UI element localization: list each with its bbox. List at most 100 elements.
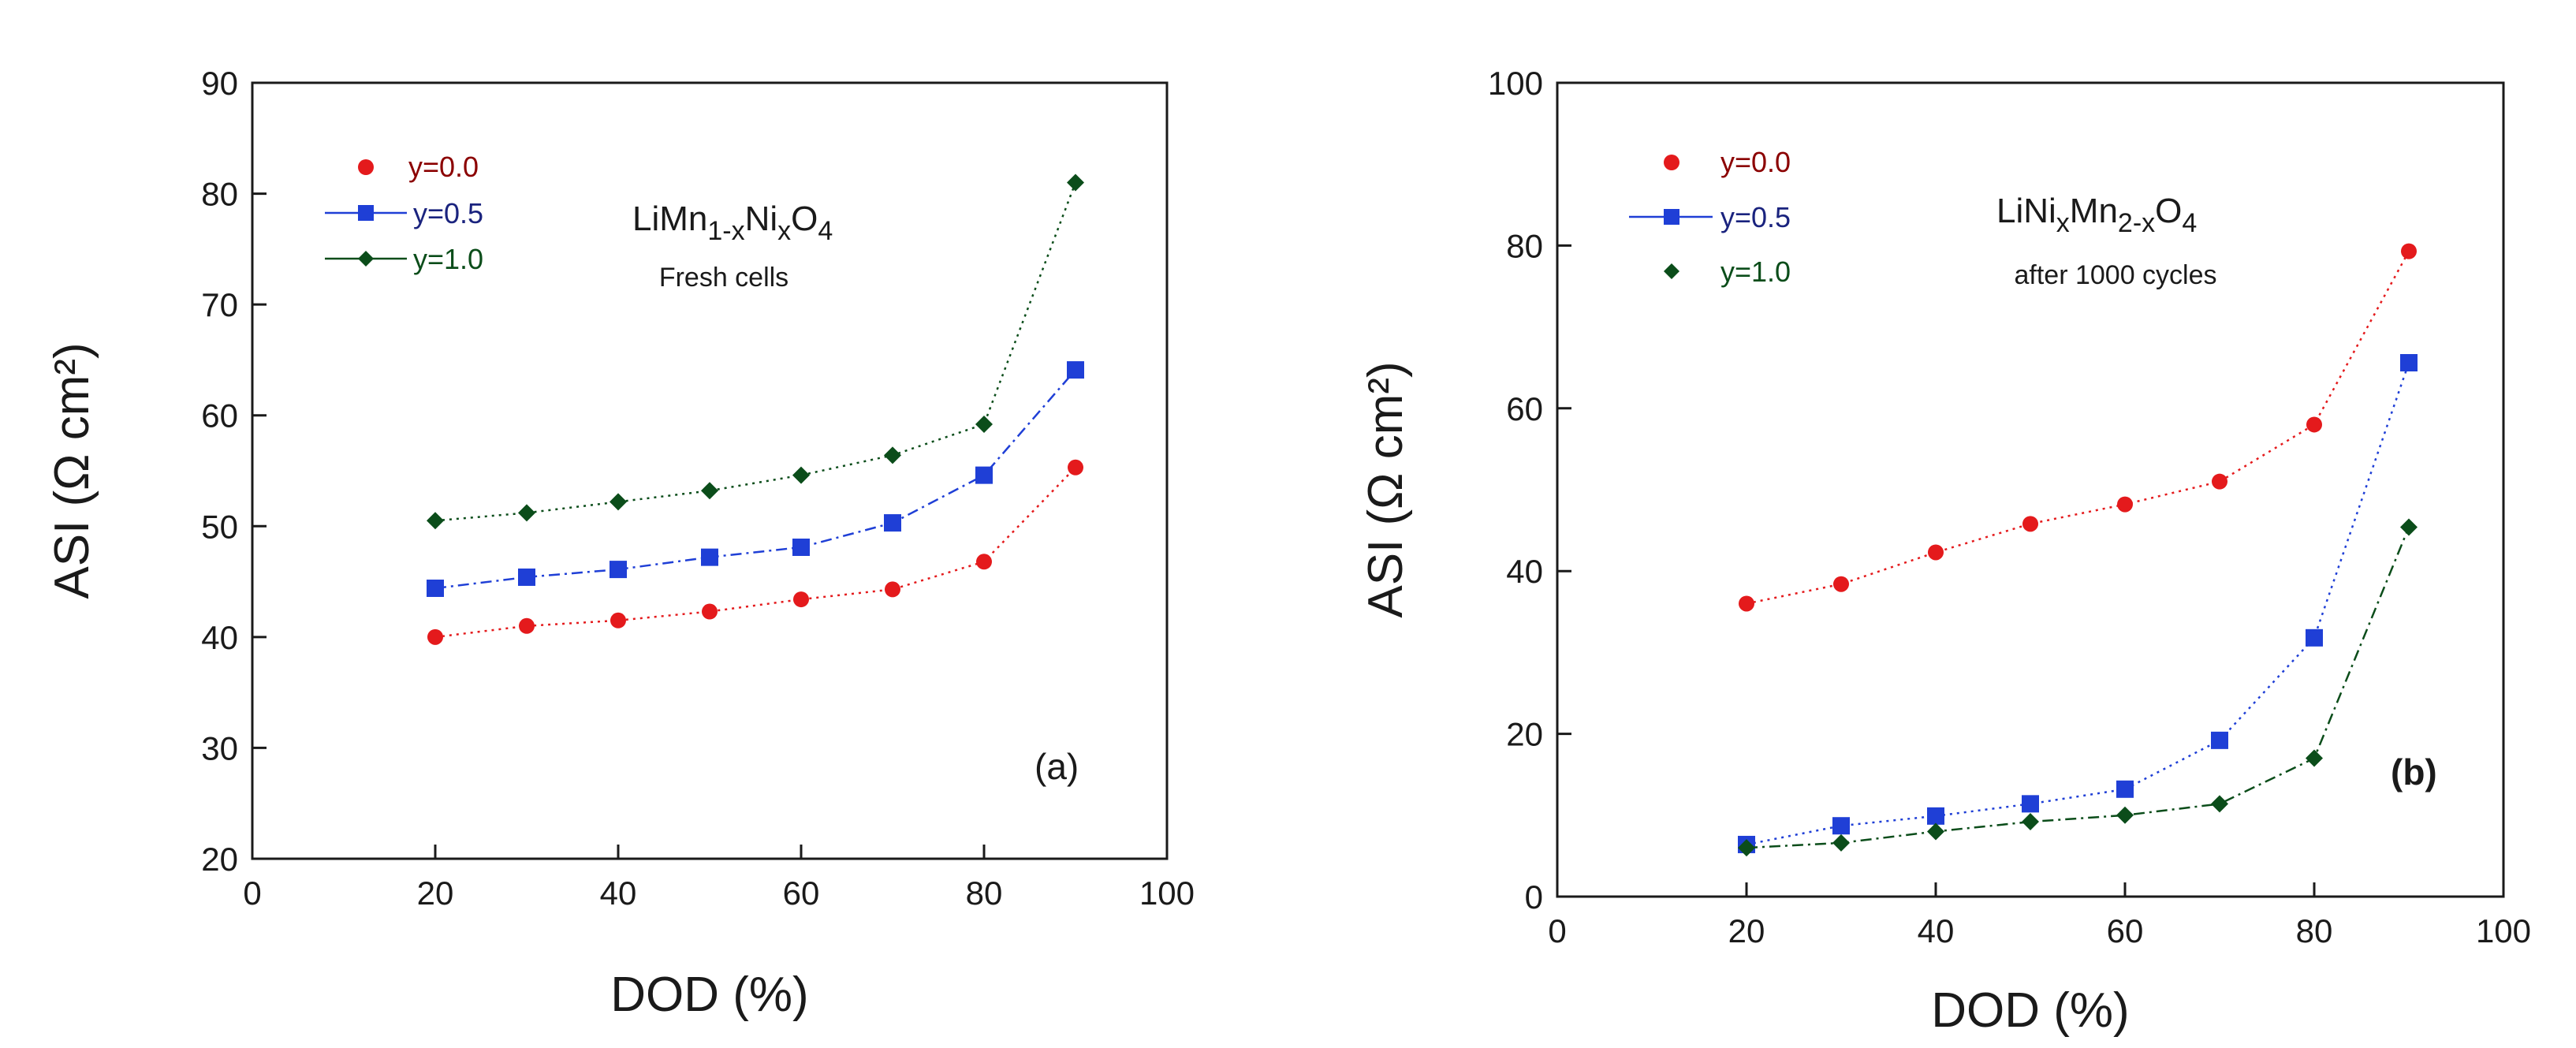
data-point-y10 [2116, 806, 2134, 824]
data-point-y10 [2022, 813, 2039, 831]
legend-marker-circle [358, 159, 374, 175]
data-point-y10 [884, 446, 901, 464]
series-line-y00 [434, 466, 1076, 639]
annotation-subtitle: Fresh cells [659, 263, 788, 293]
legend-entry-y05: y=0.5 [1629, 201, 1791, 233]
data-point-y05 [701, 548, 718, 566]
panel-label: (b) [2391, 752, 2437, 793]
legend-label: y=0.0 [1720, 146, 1791, 178]
x-axis: 0 20 40 60 80 100 [243, 845, 1195, 912]
chart-panel-a: 0 20 40 60 80 100 20 30 40 50 60 70 80 90 DOD (%) AS… [45, 65, 1195, 1022]
y-tick-label: 80 [201, 176, 238, 213]
y-tick-label: 90 [201, 65, 238, 102]
chart-panel-b: 0 20 40 60 80 100 0 20 40 60 80 100 DOD (%) ASI (Ω… [1359, 65, 2531, 1038]
legend-entry-y00: y=0.0 [1664, 146, 1791, 178]
data-point-y00 [2401, 243, 2417, 259]
data-point-y00 [2117, 496, 2133, 513]
legend-marker-diamond [358, 251, 374, 267]
data-point-y05 [2211, 731, 2228, 749]
compound-formula: LiMn1-xNixO4 [632, 200, 833, 246]
legend-label: y=0.5 [1720, 201, 1791, 233]
data-point-y00 [1068, 459, 1083, 476]
x-tick-label: 0 [243, 875, 261, 912]
data-point-y10 [701, 482, 718, 500]
annotation-subtitle: after 1000 cycles [2014, 260, 2216, 290]
series-layer [1738, 243, 2418, 857]
series-line-y10 [434, 182, 1077, 522]
x-axis: 0 20 40 60 80 100 [1548, 882, 2531, 949]
x-tick-label: 60 [783, 875, 820, 912]
legend-label: y=0.0 [408, 151, 479, 183]
data-point-y05 [518, 568, 535, 586]
data-point-y00 [2306, 416, 2322, 433]
data-point-y10 [610, 493, 627, 511]
series-line-y10 [1746, 527, 2410, 849]
y-tick-label: 50 [201, 508, 238, 545]
data-point-y10 [1927, 822, 1944, 841]
y-axis-title: ASI (Ω cm²) [1359, 361, 1413, 617]
legend-marker-circle [1664, 155, 1679, 170]
data-point-y05 [610, 561, 627, 579]
x-tick-label: 40 [600, 875, 637, 912]
y-tick-label: 80 [1506, 227, 1543, 264]
data-point-y05 [792, 538, 810, 556]
y-tick-label: 40 [201, 619, 238, 656]
data-point-y10 [1067, 173, 1084, 192]
x-tick-label: 40 [1918, 912, 1955, 949]
data-point-y05 [2306, 628, 2323, 647]
legend-marker-square [1664, 209, 1679, 225]
x-axis-title: DOD (%) [1931, 983, 2129, 1038]
data-point-y05 [1927, 807, 1944, 825]
legend: y=0.0 y=0.5 y=1.0 [325, 151, 483, 275]
data-point-y05 [1067, 361, 1084, 379]
y-axis: 0 20 40 60 80 100 [1488, 65, 1571, 916]
data-point-y00 [1928, 544, 1944, 561]
data-point-y00 [793, 591, 809, 608]
series-line-y05 [1746, 362, 2410, 846]
legend-entry-y10: y=1.0 [325, 243, 483, 275]
y-axis-title: ASI (Ω cm²) [45, 342, 99, 599]
data-point-y00 [1833, 576, 1849, 592]
panel-label: (a) [1035, 746, 1079, 787]
data-point-y00 [885, 581, 900, 598]
data-point-y05 [2400, 354, 2418, 372]
y-axis: 20 30 40 50 60 70 80 90 [201, 65, 267, 878]
x-axis-title: DOD (%) [610, 968, 808, 1022]
data-point-y00 [1739, 595, 1754, 612]
legend-label: y=0.5 [413, 197, 483, 229]
data-point-y00 [427, 628, 443, 645]
x-tick-label: 80 [966, 875, 1003, 912]
data-point-y10 [2400, 518, 2418, 536]
data-point-y05 [975, 466, 993, 484]
y-tick-label: 60 [1506, 390, 1543, 427]
x-tick-label: 20 [417, 875, 454, 912]
data-point-y10 [1832, 834, 1850, 852]
data-point-y05 [2022, 795, 2039, 813]
data-point-y00 [2212, 473, 2227, 490]
y-tick-label: 40 [1506, 553, 1543, 590]
legend-marker-diamond [1664, 263, 1679, 279]
y-tick-label: 30 [201, 729, 238, 766]
legend: y=0.0 y=0.5 y=1.0 [1629, 146, 1791, 288]
series-layer [427, 173, 1084, 645]
data-point-y00 [610, 612, 626, 628]
data-point-y10 [518, 504, 535, 522]
data-point-y10 [427, 512, 444, 530]
legend-label: y=1.0 [1720, 255, 1791, 288]
legend-entry-y10: y=1.0 [1664, 255, 1791, 288]
y-tick-label: 20 [1506, 716, 1543, 753]
data-point-y10 [975, 415, 993, 433]
y-tick-label: 70 [201, 286, 238, 323]
x-tick-label: 100 [1139, 875, 1195, 912]
data-point-y10 [2306, 749, 2323, 767]
data-point-y00 [2022, 516, 2038, 532]
data-point-y05 [884, 514, 901, 532]
data-point-y10 [1738, 839, 1755, 857]
x-tick-label: 0 [1548, 912, 1566, 949]
data-point-y00 [702, 603, 718, 620]
y-tick-label: 100 [1488, 65, 1543, 102]
data-point-y10 [792, 466, 810, 484]
y-tick-label: 0 [1525, 878, 1543, 916]
series-line-y05 [434, 369, 1076, 590]
